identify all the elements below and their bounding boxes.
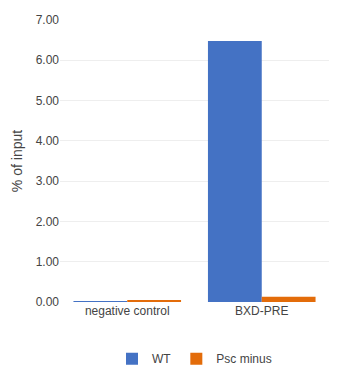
svg-text:6.00: 6.00: [36, 53, 60, 67]
svg-text:2.00: 2.00: [36, 215, 60, 229]
svg-text:1.00: 1.00: [36, 255, 60, 269]
svg-text:negative control: negative control: [85, 304, 170, 318]
svg-text:3.00: 3.00: [36, 174, 60, 188]
svg-text:4.00: 4.00: [36, 134, 60, 148]
svg-text:% of input: % of input: [9, 130, 25, 192]
svg-text:Psc minus: Psc minus: [216, 352, 271, 366]
svg-text:0.00: 0.00: [36, 295, 60, 309]
svg-text:BXD-PRE: BXD-PRE: [235, 304, 288, 318]
svg-text:WT: WT: [152, 352, 171, 366]
svg-text:7.00: 7.00: [36, 13, 60, 27]
svg-text:5.00: 5.00: [36, 94, 60, 108]
